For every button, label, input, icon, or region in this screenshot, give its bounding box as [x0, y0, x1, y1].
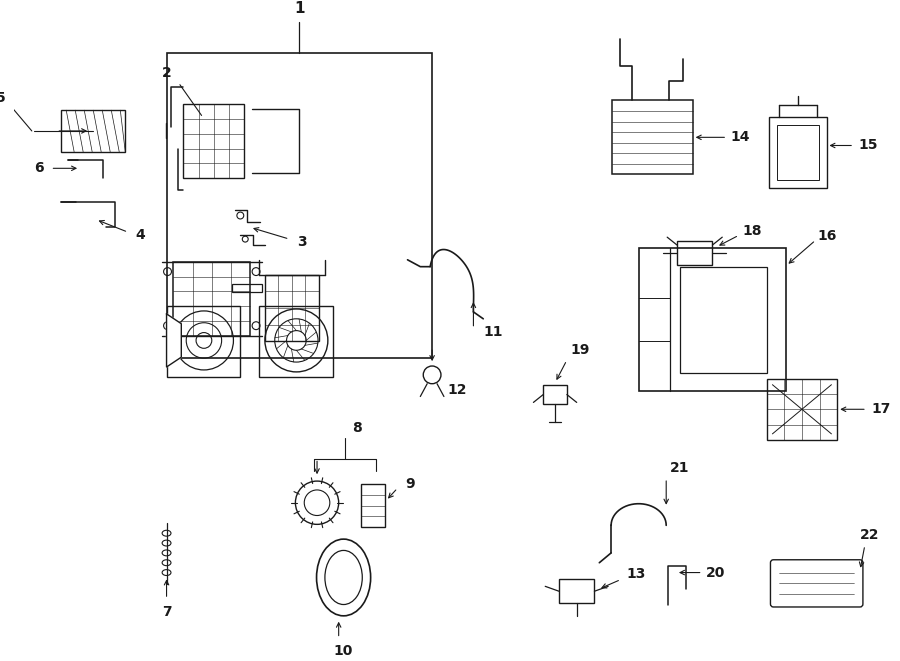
Text: 21: 21: [670, 461, 689, 475]
Bar: [677, 241, 713, 264]
Text: 5: 5: [0, 91, 5, 106]
Text: 2: 2: [162, 66, 172, 80]
Bar: [174, 262, 250, 336]
Bar: [639, 248, 787, 391]
Bar: [184, 104, 244, 178]
Text: 8: 8: [352, 421, 362, 435]
Text: 19: 19: [570, 343, 590, 358]
Text: 17: 17: [872, 403, 891, 416]
Bar: [361, 484, 385, 527]
Text: 20: 20: [706, 566, 725, 580]
Text: 16: 16: [818, 229, 837, 243]
Text: 1: 1: [294, 1, 304, 17]
Text: 7: 7: [162, 605, 171, 619]
Bar: [232, 284, 262, 292]
Text: 6: 6: [34, 161, 43, 175]
Bar: [166, 54, 432, 358]
Bar: [680, 266, 767, 373]
Polygon shape: [166, 314, 181, 367]
Bar: [767, 379, 837, 440]
Text: 12: 12: [447, 383, 466, 397]
Text: 22: 22: [860, 528, 879, 542]
Bar: [265, 274, 319, 342]
Text: 10: 10: [334, 644, 354, 658]
Text: 18: 18: [742, 224, 761, 238]
Text: 4: 4: [135, 228, 145, 242]
Text: 11: 11: [483, 325, 503, 338]
Bar: [770, 117, 826, 188]
Text: 13: 13: [626, 566, 645, 580]
Text: 14: 14: [730, 130, 750, 144]
Bar: [778, 125, 819, 180]
Bar: [61, 110, 125, 151]
Bar: [544, 385, 567, 405]
Bar: [559, 580, 594, 603]
Text: 15: 15: [858, 139, 878, 153]
Text: 9: 9: [406, 477, 415, 491]
Bar: [166, 306, 240, 377]
Text: 3: 3: [298, 235, 307, 249]
Bar: [259, 306, 333, 377]
Bar: [612, 100, 693, 175]
